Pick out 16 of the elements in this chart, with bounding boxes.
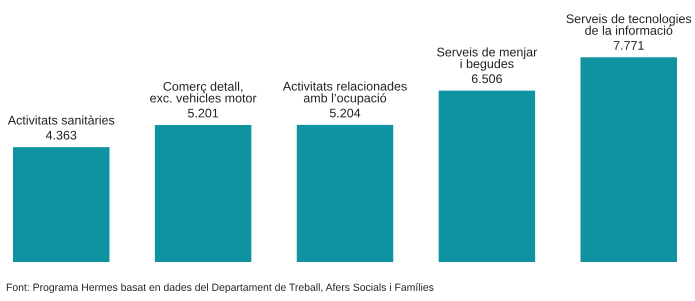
x-tick-label: Activitats relacionades amb l’ocupació [282,81,407,105]
bar [154,125,252,262]
data-label: 5.204 [330,108,360,118]
x-tick-label: Comerç detall, exc. vehicles motor [150,82,256,103]
x-tick-label: Serveis de menjar i begudes [437,47,538,71]
data-label: 7.771 [614,41,644,50]
x-tick-label: Activitats sanitàries [8,115,114,125]
bar [580,57,677,262]
data-label: 4.363 [46,130,76,140]
x-tick-label: Serveis de tecnologies de la informació [566,14,692,35]
data-label: 5.201 [188,108,218,118]
data-label: 6.506 [472,74,502,84]
bar [296,124,394,262]
text: Font: Programa Hermes basat en dades del Departament de Treball, Afers Socials i Famílies [6,283,434,293]
bar [13,147,110,262]
bar [438,90,536,262]
